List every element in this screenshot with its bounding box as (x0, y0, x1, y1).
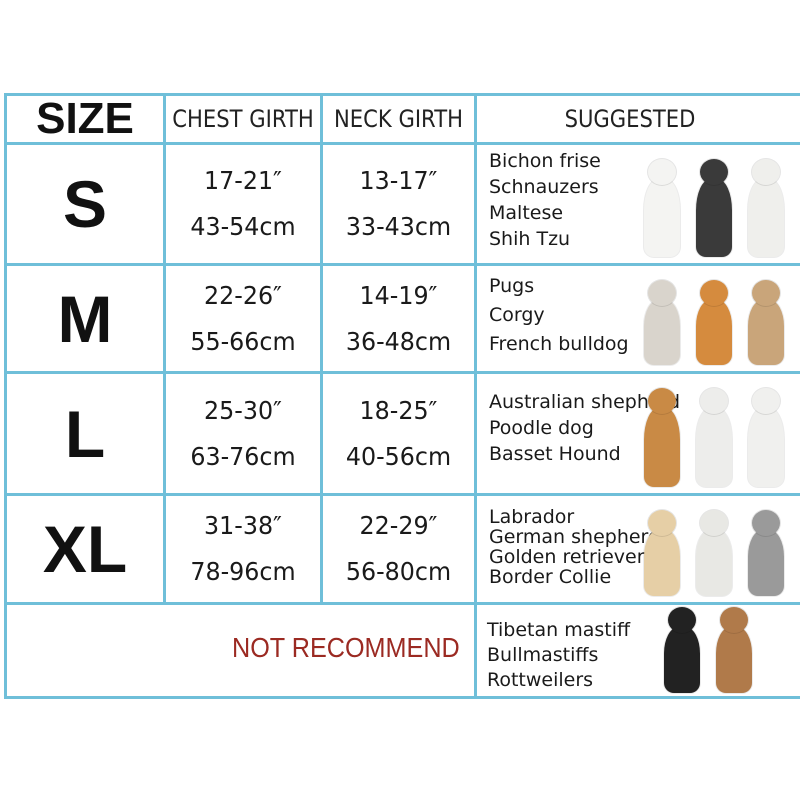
size-label: M (57, 281, 113, 356)
neck-inches: 22-29″ (359, 511, 438, 540)
dog-photo (712, 607, 756, 693)
header-neck-girth: NECK GIRTH (334, 105, 463, 133)
chest-cm: 55-66cm (190, 326, 296, 356)
size-label: L (64, 396, 106, 471)
breed-name: Tibetan mastiff (487, 619, 631, 641)
grid-line (5, 602, 800, 605)
dog-photo (640, 159, 684, 257)
breed-name: Border Collie (489, 566, 612, 588)
neck-cm: 40-56cm (345, 441, 452, 471)
dog-photo (744, 280, 788, 365)
dog-photo (660, 607, 704, 693)
dog-photos (640, 155, 788, 257)
grid-line (163, 93, 166, 605)
grid-line (5, 696, 800, 699)
breed-name: Maltese (489, 202, 564, 224)
header-size: SIZE (36, 94, 134, 143)
breed-name: Poodle dog (489, 417, 594, 439)
grid-line (5, 493, 800, 496)
neck-girth-cell: 22-29″ 56-80cm (327, 496, 470, 602)
neck-cm: 56-80cm (345, 557, 452, 586)
neck-inches: 13-17″ (359, 166, 438, 195)
dog-photo (744, 510, 788, 596)
breed-name: Basset Hound (489, 443, 621, 465)
grid-line (5, 93, 800, 96)
neck-cm: 36-48cm (345, 326, 452, 356)
dog-photo (640, 280, 684, 365)
chest-inches: 22-26″ (204, 280, 282, 310)
header-chest-girth: CHEST GIRTH (172, 105, 314, 133)
breed-name: Labrador (489, 506, 575, 528)
dog-photos (640, 276, 788, 365)
size-label: S (62, 167, 108, 241)
grid-line (474, 93, 477, 699)
size-label: XL (42, 512, 128, 586)
dog-photo (640, 510, 684, 596)
breed-name: Rottweilers (487, 669, 594, 691)
dog-photo (640, 388, 684, 487)
suggested-breeds: Bichon frise Schnauzers Maltese Shih Tzu (489, 148, 601, 252)
not-recommend-label: NOT RECOMMEND (232, 632, 460, 663)
dog-photo (692, 280, 736, 365)
neck-inches: 18-25″ (359, 395, 438, 425)
chest-girth-cell: 25-30″ 63-76cm (170, 374, 316, 493)
dog-photos (640, 506, 788, 596)
suggested-breeds: Labrador German shepherd Golden retriever B… (489, 507, 660, 587)
breed-name: Schnauzers (489, 176, 599, 198)
chest-cm: 78-96cm (190, 557, 296, 586)
chest-cm: 43-54cm (190, 212, 296, 241)
breed-name: Bullmastiffs (487, 644, 599, 666)
breed-name: Pugs (489, 275, 535, 297)
breed-name: Golden retriever (489, 546, 645, 568)
chest-inches: 17-21″ (204, 166, 282, 195)
header-suggested: SUGGESTED (564, 105, 696, 133)
neck-girth-cell: 18-25″ 40-56cm (327, 374, 470, 493)
not-recommend-breeds: Tibetan mastiff Bullmastiffs Rottweilers (487, 618, 630, 693)
breed-name: German shepherd (489, 526, 661, 548)
neck-girth-cell: 14-19″ 36-48cm (327, 266, 470, 371)
breed-name: Bichon frise (489, 150, 601, 172)
neck-girth-cell: 13-17″ 33-43cm (327, 145, 470, 263)
dog-photos (660, 605, 756, 693)
grid-line (5, 263, 800, 266)
chest-inches: 25-30″ (204, 395, 282, 425)
breed-name: Australian shepherd (489, 391, 681, 413)
breed-name: French bulldog (489, 333, 629, 355)
chest-cm: 63-76cm (190, 441, 296, 471)
neck-inches: 14-19″ (359, 280, 438, 310)
chest-inches: 31-38″ (204, 511, 282, 540)
grid-line (320, 93, 323, 605)
chest-girth-cell: 31-38″ 78-96cm (170, 496, 316, 602)
grid-line (5, 142, 800, 145)
dog-photos (640, 384, 788, 487)
dog-photo (744, 388, 788, 487)
breed-name: Corgy (489, 304, 545, 326)
chest-girth-cell: 17-21″ 43-54cm (170, 145, 316, 263)
dog-photo (692, 388, 736, 487)
suggested-breeds: Pugs Corgy French bulldog (489, 272, 629, 359)
neck-cm: 33-43cm (345, 212, 452, 241)
grid-line (4, 93, 7, 699)
dog-photo (692, 159, 736, 257)
grid-line (5, 371, 800, 374)
dog-photo (692, 510, 736, 596)
suggested-breeds: Australian shepherd Poodle dog Basset Houn… (489, 389, 680, 467)
dog-photo (744, 159, 788, 257)
breed-name: Shih Tzu (489, 228, 571, 250)
chest-girth-cell: 22-26″ 55-66cm (170, 266, 316, 371)
